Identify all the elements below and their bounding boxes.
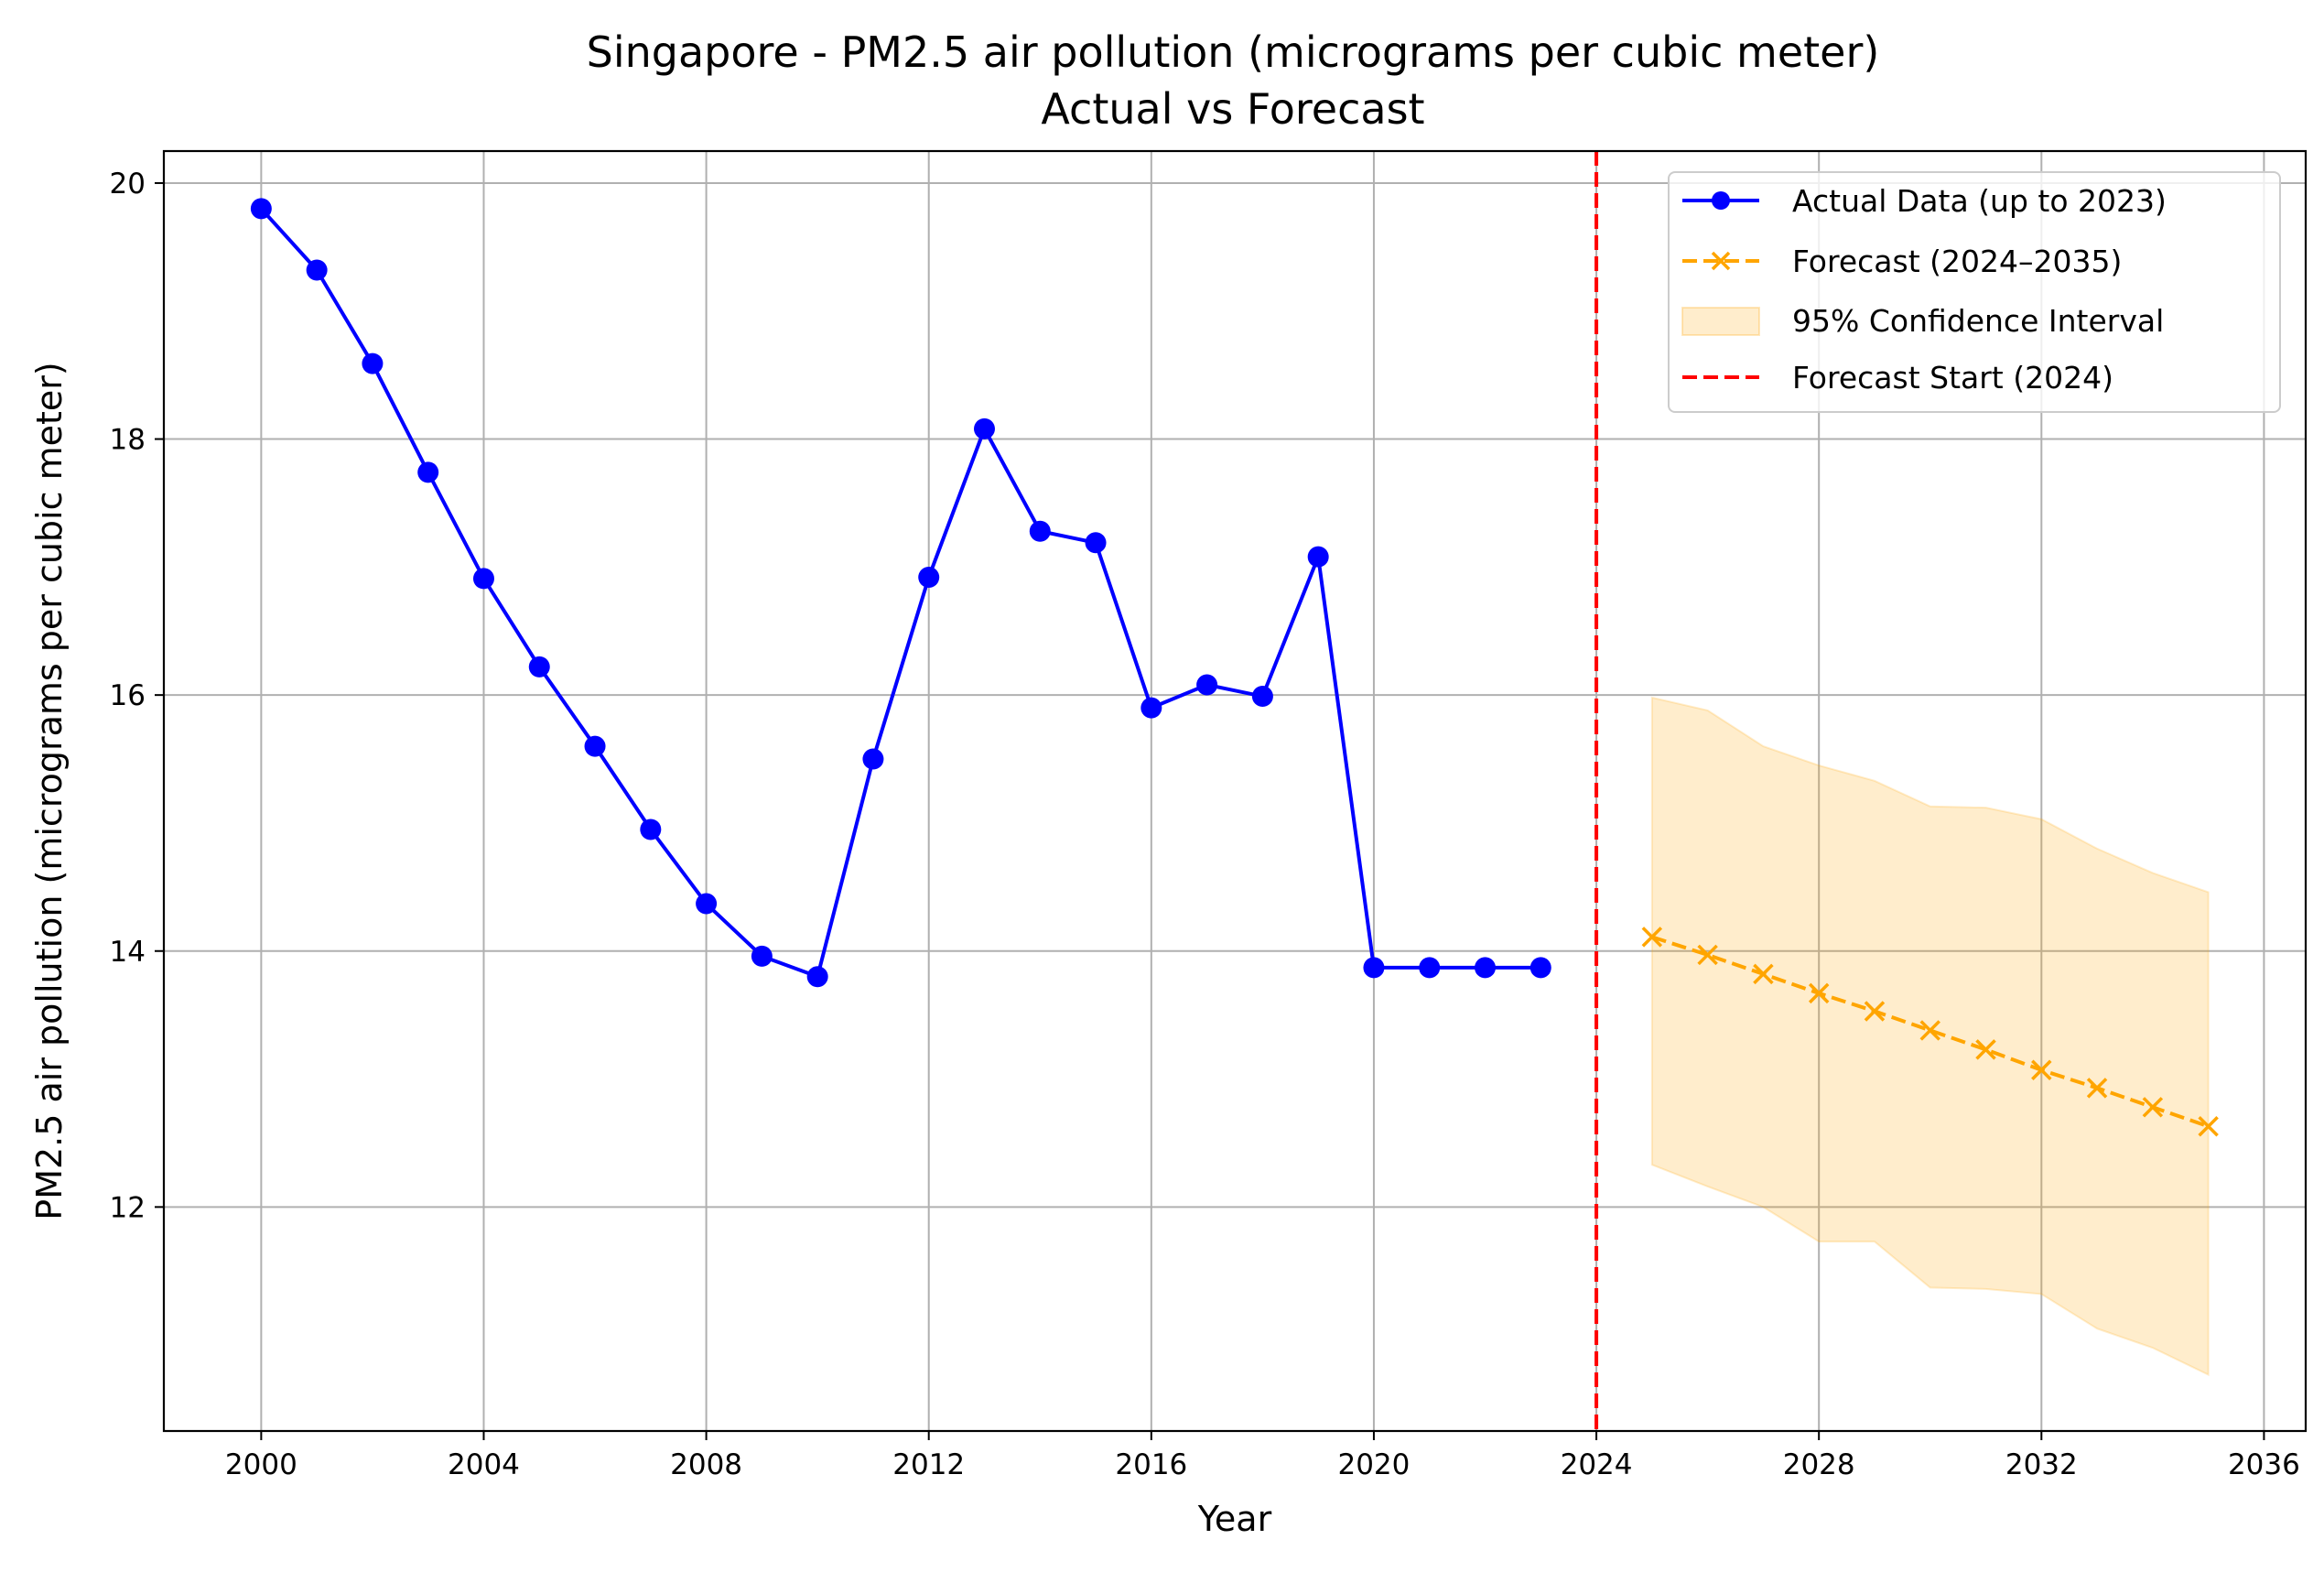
actual-data-point [417, 461, 439, 483]
legend-forecast-swatch-marker [1711, 251, 1731, 271]
forecast-data-point [1808, 982, 1830, 1004]
actual-data-point [1307, 546, 1329, 568]
actual-data-point [696, 893, 718, 915]
plot-frame [162, 149, 2308, 1433]
x-tick-label: 2024 [1561, 1448, 1633, 1481]
legend-actual-swatch-marker [1712, 191, 1730, 210]
x-tick-label: 2016 [1115, 1448, 1187, 1481]
actual-data-point [1140, 697, 1162, 719]
y-tick-label: 20 [110, 168, 146, 201]
x-tick-label: 2000 [225, 1448, 297, 1481]
actual-data-point [1419, 957, 1441, 979]
actual-data-point [362, 352, 384, 374]
actual-data-point [306, 259, 328, 281]
legend: Actual Data (up to 2023) Forecast (2024–… [1668, 171, 2281, 413]
series-actual [250, 198, 1551, 988]
actual-data-point [528, 656, 550, 678]
actual-data-point [751, 945, 773, 967]
y-axis-title: PM2.5 air pollution (micrograms per cubi… [29, 362, 70, 1220]
x-axis-ticks: 2000 2004 2008 2012 2016 2020 2024 2028 2032 2036 [225, 1431, 2300, 1481]
chart-title: Singapore - PM2.5 air pollution (microgr… [587, 27, 1880, 77]
y-tick-label: 16 [110, 679, 146, 712]
actual-data-point [640, 819, 662, 840]
actual-data-point [918, 567, 940, 589]
actual-data-point [1029, 520, 1051, 542]
x-tick-label: 2028 [1783, 1448, 1855, 1481]
legend-item-forecast-start: Forecast Start (2024) [1682, 360, 2113, 396]
actual-series-line [259, 207, 1541, 979]
actual-data-point [584, 735, 606, 757]
y-tick-label: 14 [110, 936, 146, 969]
legend-box [1668, 171, 2281, 413]
legend-item-forecast: Forecast (2024–2035) [1682, 244, 2122, 279]
legend-forecast-start-label: Forecast Start (2024) [1792, 360, 2113, 396]
y-tick-label: 12 [110, 1191, 146, 1224]
actual-data-point [1251, 686, 1273, 708]
y-axis-ticks: 12 14 16 18 20 [110, 168, 164, 1224]
x-tick-label: 2004 [448, 1448, 520, 1481]
actual-data-point [472, 568, 494, 590]
forecast-data-point [2086, 1078, 2108, 1099]
confidence-interval-layer [1650, 696, 2210, 1377]
legend-ci-swatch [1681, 307, 1760, 336]
forecast-data-point [1697, 944, 1718, 966]
forecast-data-point [2031, 1059, 2052, 1080]
actual-data-point [1475, 957, 1497, 979]
chart-subtitle: Actual vs Forecast [1041, 84, 1424, 134]
actual-data-point [862, 748, 884, 770]
forecast-data-point [1641, 927, 1663, 948]
x-tick-label: 2032 [2005, 1448, 2078, 1481]
x-tick-label: 2036 [2228, 1448, 2300, 1481]
actual-data-point [1530, 957, 1551, 979]
series-layer [250, 198, 2219, 1137]
actual-data-point [806, 966, 828, 988]
actual-data-point [1196, 674, 1218, 696]
confidence-interval-band [1650, 696, 2210, 1377]
forecast-data-point [1975, 1039, 1996, 1060]
x-tick-label: 2008 [670, 1448, 742, 1481]
legend-forecast-label: Forecast (2024–2035) [1792, 244, 2122, 279]
x-axis-title: Year [1197, 1499, 1272, 1539]
forecast-series-line [1651, 935, 2210, 1129]
x-tick-label: 2012 [892, 1448, 965, 1481]
series-forecast [1641, 927, 2219, 1137]
x-tick-label: 2020 [1337, 1448, 1410, 1481]
forecast-data-point [1919, 1020, 1940, 1041]
legend-item-confidence-interval: 95% Confidence Interval [1681, 303, 2164, 339]
legend-actual-label: Actual Data (up to 2023) [1792, 183, 2167, 219]
y-tick-label: 18 [110, 424, 146, 457]
actual-data-point [1363, 957, 1385, 979]
forecast-data-point [1864, 1001, 1886, 1022]
actual-data-point [973, 417, 995, 439]
forecast-data-point [1753, 963, 1774, 985]
actual-data-point [1085, 532, 1107, 554]
legend-item-actual: Actual Data (up to 2023) [1682, 183, 2167, 219]
legend-ci-label: 95% Confidence Interval [1792, 303, 2164, 339]
forecast-data-point [2142, 1097, 2164, 1118]
actual-data-point [250, 198, 272, 220]
forecast-data-point [2198, 1116, 2219, 1137]
